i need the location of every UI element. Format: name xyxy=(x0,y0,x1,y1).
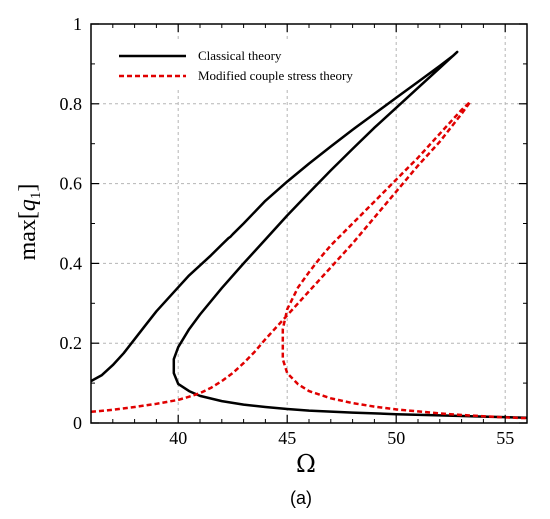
y-tick-label-3: 0.6 xyxy=(60,174,83,194)
x-tick-label-3: 55 xyxy=(496,428,514,448)
legend-label-modified: Modified couple stress theory xyxy=(198,68,353,83)
axes xyxy=(90,23,528,424)
series-line-0 xyxy=(90,50,528,420)
legend-label-classical: Classical theory xyxy=(198,48,282,63)
y-tick-label-0: 0 xyxy=(73,413,82,433)
figure-caption: (a) xyxy=(290,488,312,508)
y-tick-label-5: 1 xyxy=(73,14,82,34)
y-tick-label-1: 0.2 xyxy=(60,333,83,353)
legend-box xyxy=(106,42,374,90)
y-tick-label-2: 0.4 xyxy=(60,253,83,273)
grid xyxy=(91,24,527,423)
x-axis-label: Ω xyxy=(296,450,316,478)
y-tick-label-4: 0.8 xyxy=(60,94,83,114)
x-tick-label-1: 45 xyxy=(278,428,296,448)
x-tick-label-0: 40 xyxy=(169,428,187,448)
series-layer xyxy=(90,50,528,420)
tick-labels: 40 45 50 55 0 0.2 0.4 0.6 0.8 1 xyxy=(60,14,515,448)
y-axis-label: max[q1] xyxy=(15,184,44,261)
series-line-1 xyxy=(90,100,528,420)
x-tick-label-2: 50 xyxy=(387,428,405,448)
legend: Classical theory Modified couple stress … xyxy=(106,42,374,90)
